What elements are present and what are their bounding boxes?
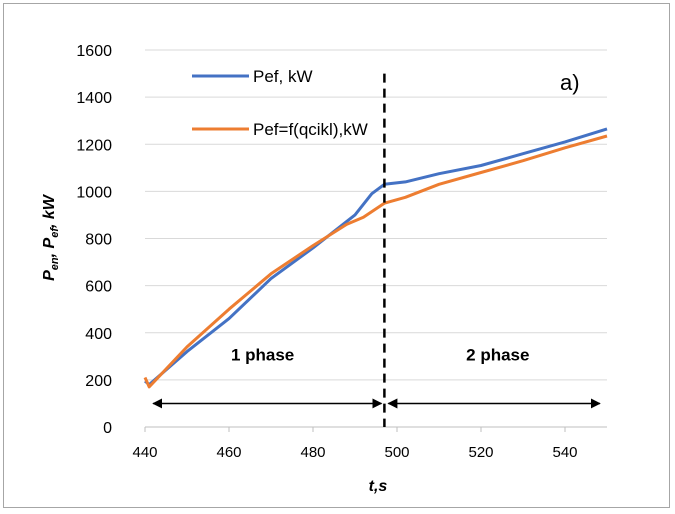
phase2-label-bg: [441, 339, 554, 370]
line-chart: 0 200 400 600 800 1000 1200 1400 1600 440 460 480 5…: [41, 43, 608, 495]
y-tick-label: 1400: [76, 90, 112, 107]
legend-label-pef-qcikl: Pef=f(qcikl),kW: [253, 120, 368, 139]
y-tick-label: 400: [85, 326, 112, 343]
x-tick-label: 520: [468, 444, 493, 461]
panel-label: a): [560, 70, 580, 95]
y-tick-label: 1200: [76, 137, 112, 154]
y-axis-label-part: en: [49, 257, 61, 270]
y-tick-label: 0: [103, 420, 112, 437]
phase2-label: 2 phase: [466, 345, 529, 364]
phase1-label-bg: [206, 339, 319, 370]
annotations: 1 phase 2 phase: [152, 73, 601, 427]
y-tick-label: 600: [85, 279, 112, 296]
chart-frame: 0 200 400 600 800 1000 1200 1400 1600 440 460 480 5…: [3, 3, 670, 508]
y-axis-label-part: P: [41, 270, 58, 281]
series-lines: [143, 127, 608, 389]
x-axis-ticks: 440 460 480 500 520 540: [132, 426, 607, 461]
series-line-pef: [144, 127, 608, 387]
y-tick-label: 1000: [76, 184, 112, 201]
y-axis-label-part: , P: [41, 237, 58, 258]
y-tick-label: 1600: [76, 43, 112, 60]
x-tick-label: 460: [216, 444, 241, 461]
x-tick-label: 440: [132, 444, 157, 461]
legend-label-pef: Pef, kW: [253, 67, 313, 86]
phase1-label: 1 phase: [231, 345, 294, 364]
gridlines: [145, 49, 607, 428]
y-axis-ticks: 0 200 400 600 800 1000 1200 1400 1600: [76, 43, 112, 437]
x-tick-label: 540: [552, 444, 577, 461]
x-axis-label: t,s: [369, 478, 388, 495]
y-tick-label: 200: [85, 373, 112, 390]
y-axis-label-part: ef: [49, 227, 61, 238]
y-axis-label: Pen, Pef, kW: [41, 193, 61, 281]
x-tick-label: 480: [300, 444, 325, 461]
y-axis-label-part: , kW: [41, 193, 58, 229]
legend: Pef, kW Pef=f(qcikl),kW: [192, 67, 368, 139]
x-tick-label: 500: [384, 444, 409, 461]
y-tick-label: 800: [85, 232, 112, 249]
series-line-pef-qcikl: [143, 134, 608, 389]
